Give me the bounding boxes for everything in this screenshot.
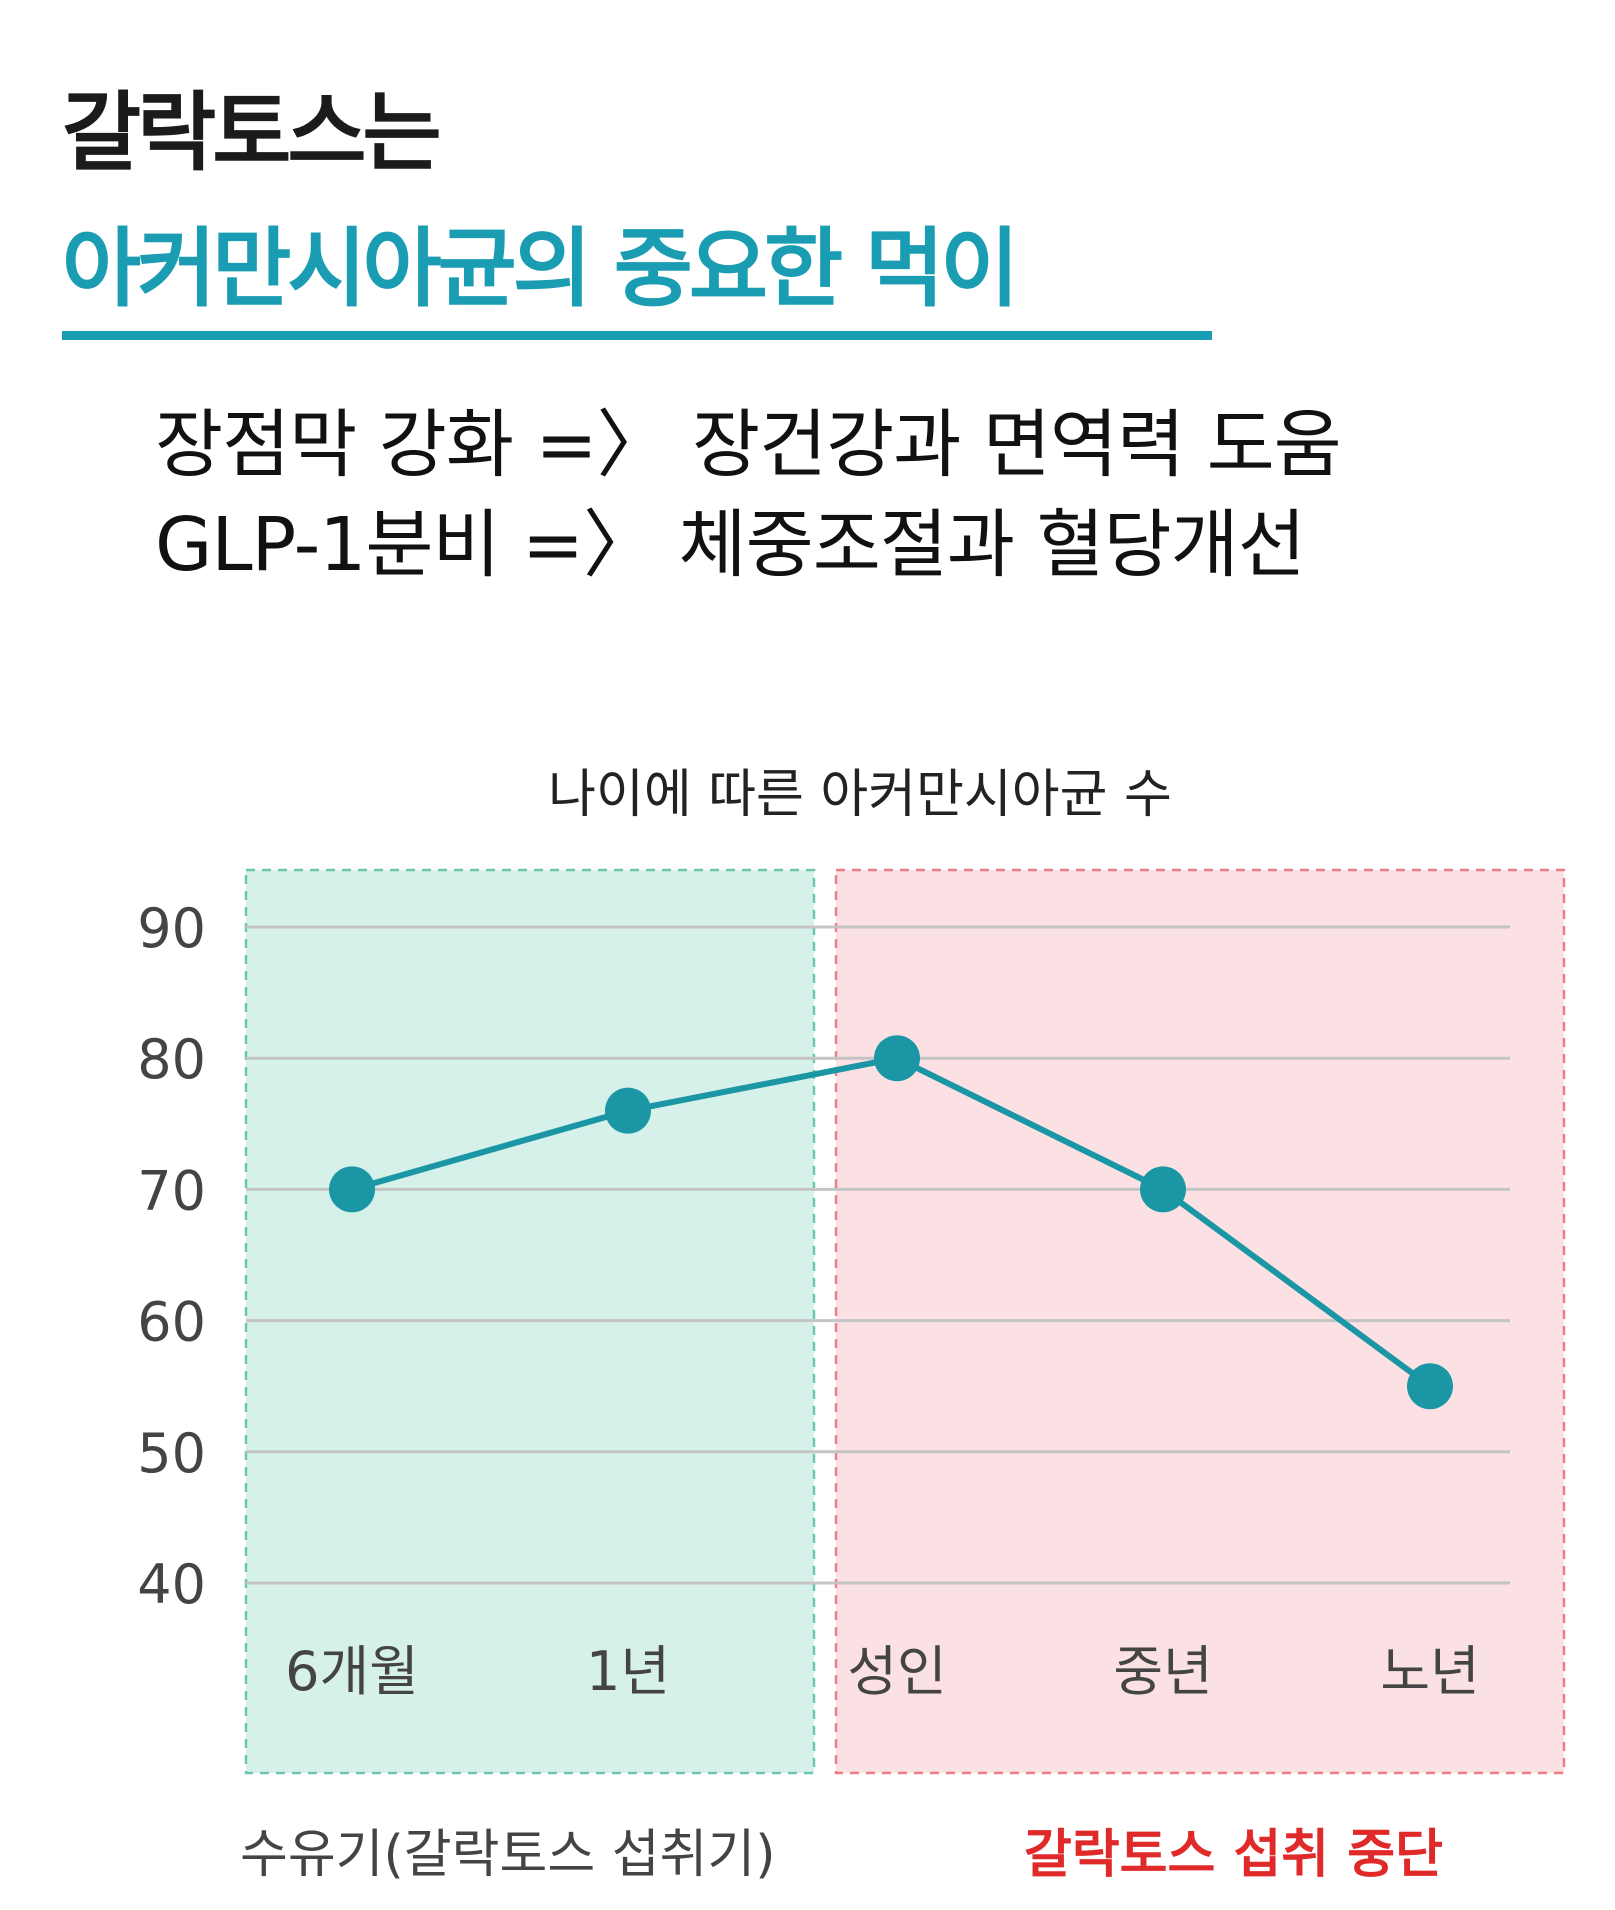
x-tick-label: 중년 [1113,1640,1212,1703]
akkermansia-age-chart: 나이에 따른 아커만시아균 수 90 80 70 60 50 40 6개월 1년 성인 중년 노년… [137,765,1566,1885]
x-tick-label: 6개월 [285,1640,419,1703]
data-point [1140,1166,1186,1213]
galactose-stopped-label: 갈락토스 섭취 중단 [1024,1825,1443,1885]
data-point [1407,1363,1453,1410]
gridlines [246,925,1510,1585]
chart-title: 나이에 따른 아커만시아균 수 [548,765,1172,825]
y-tick-label: 70 [137,1159,206,1222]
data-point [874,1035,920,1082]
nursing-period-label: 수유기(갈락토스 섭취기) [240,1825,776,1885]
y-tick-label: 40 [137,1553,206,1616]
data-point [329,1166,375,1213]
y-axis-labels: 90 80 70 60 50 40 [137,897,206,1616]
y-tick-label: 50 [137,1422,206,1485]
subtitle-line1: 장점막 강화 =〉 장건강과 면역력 도움 [155,402,1342,488]
y-tick-label: 90 [137,897,206,960]
subtitle-line2: GLP-1분비 =〉 체중조절과 혈당개선 [155,502,1306,588]
y-tick-label: 80 [137,1028,206,1091]
heading-line1: 갈락토스는 [62,83,442,183]
x-axis-labels: 6개월 1년 성인 중년 노년 [285,1640,1480,1703]
heading-line2: 아커만시아균의 중요한 먹이 [62,219,1019,319]
x-tick-label: 성인 [847,1640,946,1703]
series-points [329,1035,1453,1410]
x-tick-label: 1년 [586,1640,670,1703]
heading-underline [62,331,1212,340]
data-point [605,1087,651,1134]
x-tick-label: 노년 [1380,1640,1479,1703]
y-tick-label: 60 [137,1291,206,1354]
